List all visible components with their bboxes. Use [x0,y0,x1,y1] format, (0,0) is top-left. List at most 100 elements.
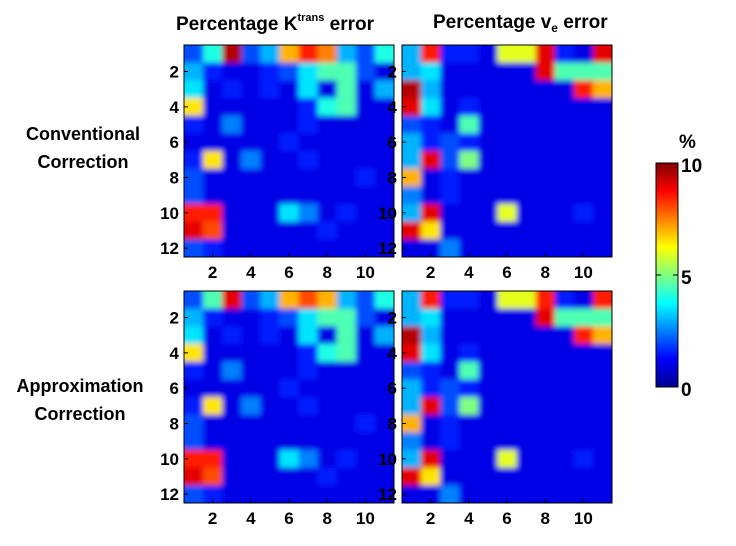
heatmap-cell [279,133,300,152]
heatmap-cell [421,467,441,486]
heatmap-cell [440,326,460,345]
heatmap-cell [592,98,612,117]
heatmap-cell [402,326,422,345]
heatmap-cell [440,186,460,205]
y-tick-label: 4 [170,344,180,363]
heatmap-cell [298,291,319,310]
heatmap-cell [241,432,261,451]
heatmap-cell [336,133,357,152]
heatmap-cell [279,115,300,134]
heatmap-cell [374,62,394,81]
colorbar-tick-label-0: 0 [681,380,692,401]
heatmap-cell [241,204,261,223]
heatmap-cell [241,239,261,257]
y-tick-label: 6 [388,133,397,152]
heatmap-cell [203,379,223,398]
heatmap-cell [317,62,338,81]
heatmap-cell [516,80,537,99]
heatmap-cell [241,45,261,64]
heatmap-cell [355,151,376,170]
heatmap-cell [459,80,479,99]
heatmap-cell [554,45,575,64]
x-tick-label: 2 [426,509,435,528]
heatmap-cell [279,467,300,486]
heatmap-cell [573,151,594,170]
column-title-ve: Percentage ve error [433,12,608,35]
heatmap-cell [279,62,300,81]
heatmap-cell [535,239,556,257]
heatmap-cell [241,379,261,398]
heatmap-cell [184,186,204,205]
heatmap-cell [260,344,281,363]
heatmap-cell [478,467,499,486]
heatmap-cell [203,467,223,486]
heatmap-cell [298,485,319,503]
heatmap-cell [573,467,594,486]
heatmap-cell [440,344,460,363]
heatmap-cell [421,98,441,117]
heatmap-cell [478,291,499,310]
heatmap-panel-conventional-ve: 2 4 6 8 10 12 2 4 6 8 10 [378,44,613,282]
heatmap-cell [374,308,394,327]
heatmap-cell [421,62,441,81]
heatmap-cell [184,467,204,486]
heatmap-cell [459,432,479,451]
heatmap-cell [203,326,223,345]
heatmap-cell [241,291,261,310]
heatmap-cell [184,62,204,81]
heatmap-cell [497,450,518,469]
heatmap-cell [478,361,499,380]
heatmap-cell [573,221,594,240]
heatmap-cell [554,186,575,205]
heatmap-cell [516,432,537,451]
heatmap-cell [374,344,394,363]
y-tick-label: 2 [388,63,397,82]
heatmap-cell [279,98,300,117]
y-tick-label: 10 [160,204,179,223]
heatmap-cell [222,204,242,223]
heatmap-cell [298,80,319,99]
heatmap-cell [554,204,575,223]
heatmap-cell [260,62,281,81]
heatmap-cell [241,467,261,486]
heatmap-cell [440,80,460,99]
heatmap-cell [184,432,204,451]
heatmap-cell [402,98,422,117]
heatmap-cell [554,361,575,380]
heatmap-cell [402,221,422,240]
heatmap-cell [336,80,357,99]
heatmap-cell [222,467,242,486]
heatmap-cell [317,344,338,363]
heatmap-cell [184,221,204,240]
x-tick-label: 6 [502,263,511,282]
heatmap-cell [203,133,223,152]
heatmap-cell [260,221,281,240]
heatmap-cell [535,308,556,327]
heatmap-cell [402,151,422,170]
heatmap-cell [298,397,319,416]
heatmap-cell [440,133,460,152]
heatmap-cell [241,98,261,117]
heatmap-cell [516,151,537,170]
heatmap-cell [478,45,499,64]
heatmap-cell [402,467,422,486]
heatmap-cell [573,168,594,187]
heatmap-cell [355,308,376,327]
heatmap-cell [241,221,261,240]
heatmap-cell [279,361,300,380]
heatmap-cell [317,414,338,433]
heatmap-cell [402,239,422,257]
heatmap-cell [184,485,204,503]
heatmap-cell [336,291,357,310]
heatmap-cell [440,239,460,257]
heatmap-cell [317,186,338,205]
heatmap-cell [222,361,242,380]
colorbar-tick-label-10: 10 [681,156,702,177]
heatmap-cell [516,98,537,117]
heatmap-cell [459,344,479,363]
heatmap-cell [497,80,518,99]
heatmap-cell [374,485,394,503]
column-title-ktrans: Percentage Ktrans error [176,12,374,35]
heatmap-cell [535,115,556,134]
heatmap-cell [222,133,242,152]
